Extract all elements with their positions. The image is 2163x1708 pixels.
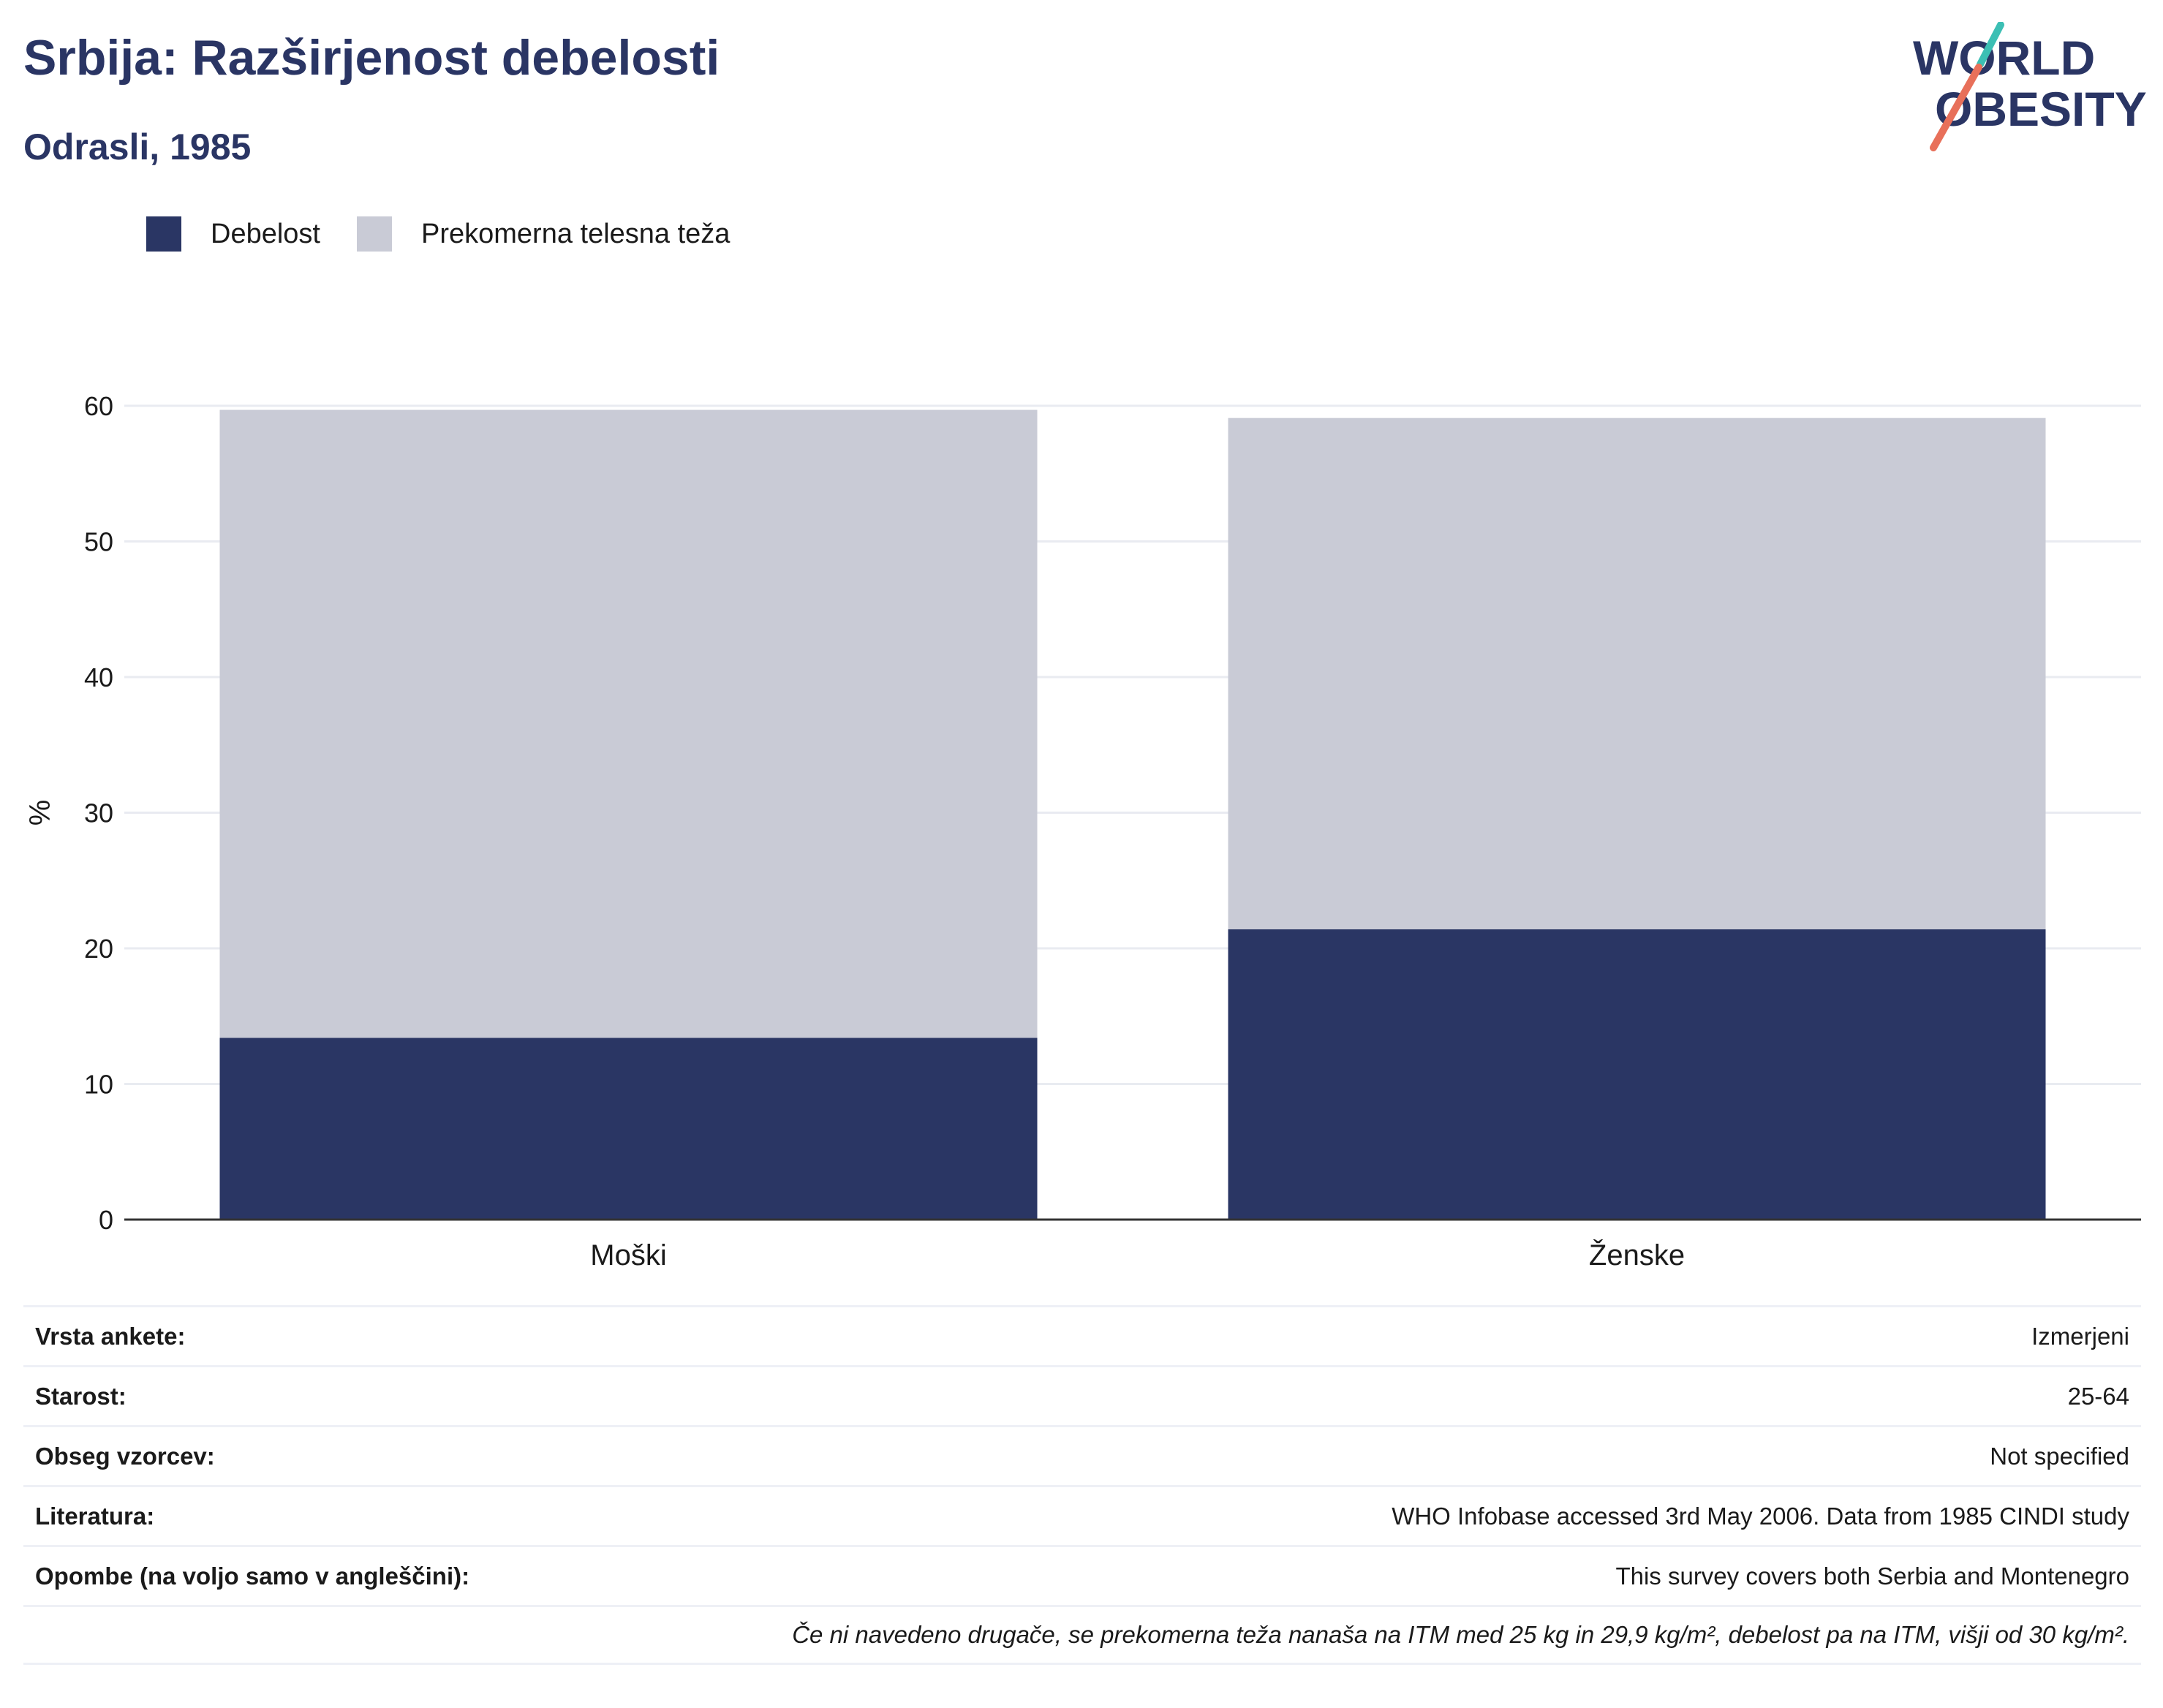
y-tick-label: 10 — [84, 1070, 113, 1100]
y-tick-label: 50 — [84, 527, 113, 557]
legend-item-overweight[interactable]: Prekomerna telesna teža — [356, 216, 731, 252]
bar-obesity-1 — [1228, 929, 2046, 1220]
info-value: Izmerjeni — [2031, 1322, 2129, 1350]
legend-swatch-overweight — [356, 216, 392, 252]
y-tick-label: 0 — [99, 1205, 113, 1235]
info-value: This survey covers both Serbia and Monte… — [1615, 1562, 2129, 1590]
y-tick-label: 20 — [84, 934, 113, 964]
info-row: Opombe (na voljo samo v angleščini): Thi… — [23, 1545, 2141, 1605]
y-axis-label: % — [24, 800, 56, 826]
legend-swatch-obesity — [146, 216, 181, 252]
world-obesity-logo: WORLD OBESITY — [1913, 22, 2147, 151]
logo-slash-teal — [1977, 22, 2004, 68]
chart-legend: Debelost Prekomerna telesna teža — [146, 216, 766, 252]
survey-info-table: Vrsta ankete: Izmerjeni Starost: 25-64 O… — [23, 1305, 2141, 1665]
info-row: Vrsta ankete: Izmerjeni — [23, 1305, 2141, 1365]
info-row: Literatura: WHO Infobase accessed 3rd Ma… — [23, 1485, 2141, 1545]
legend-label-obesity: Debelost — [211, 218, 320, 249]
legend-label-overweight: Prekomerna telesna teža — [420, 218, 731, 249]
bar-overweight-1 — [1228, 417, 2046, 930]
info-value: Not specified — [1990, 1442, 2129, 1470]
bar-overweight-0 — [219, 409, 1038, 1038]
y-tick-label: 40 — [84, 662, 113, 692]
bar-obesity-0 — [219, 1038, 1038, 1220]
info-label: Literatura: — [35, 1502, 155, 1530]
info-row: Obseg vzorcev: Not specified — [23, 1425, 2141, 1485]
y-tick-label: 30 — [84, 798, 113, 828]
info-label: Opombe (na voljo samo v angleščini): — [35, 1562, 470, 1590]
info-row: Starost: 25-64 — [23, 1365, 2141, 1425]
note-text: Če ni navedeno drugače, se prekomerna te… — [792, 1621, 2129, 1648]
info-label: Obseg vzorcev: — [35, 1442, 215, 1470]
logo-slash-coral — [1930, 64, 1982, 151]
y-tick-label: 60 — [84, 391, 113, 421]
page-title: Srbija: Razširjenost debelosti — [23, 30, 720, 86]
logo-line2: OBESITY — [1935, 82, 2147, 136]
info-value: WHO Infobase accessed 3rd May 2006. Data… — [1392, 1502, 2129, 1530]
x-tick-label: Ženske — [1589, 1239, 1685, 1271]
logo-line1: WORLD — [1913, 31, 2095, 85]
x-tick-label: Moški — [590, 1239, 666, 1271]
info-label: Vrsta ankete: — [35, 1322, 186, 1350]
info-value: 25-64 — [2067, 1382, 2129, 1410]
stacked-bar-chart: 0 10 20 30 40 50 60% Moški Ženske — [24, 391, 2141, 1271]
legend-item-obesity[interactable]: Debelost — [146, 216, 320, 252]
info-label: Starost: — [35, 1382, 127, 1410]
definition-note: Če ni navedeno drugače, se prekomerna te… — [23, 1605, 2141, 1665]
page-subtitle: Odrasli, 1985 — [23, 126, 252, 167]
